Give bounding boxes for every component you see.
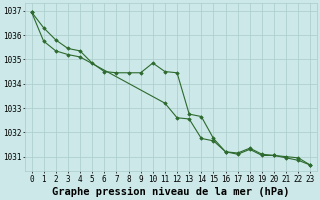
X-axis label: Graphe pression niveau de la mer (hPa): Graphe pression niveau de la mer (hPa) [52,186,290,197]
